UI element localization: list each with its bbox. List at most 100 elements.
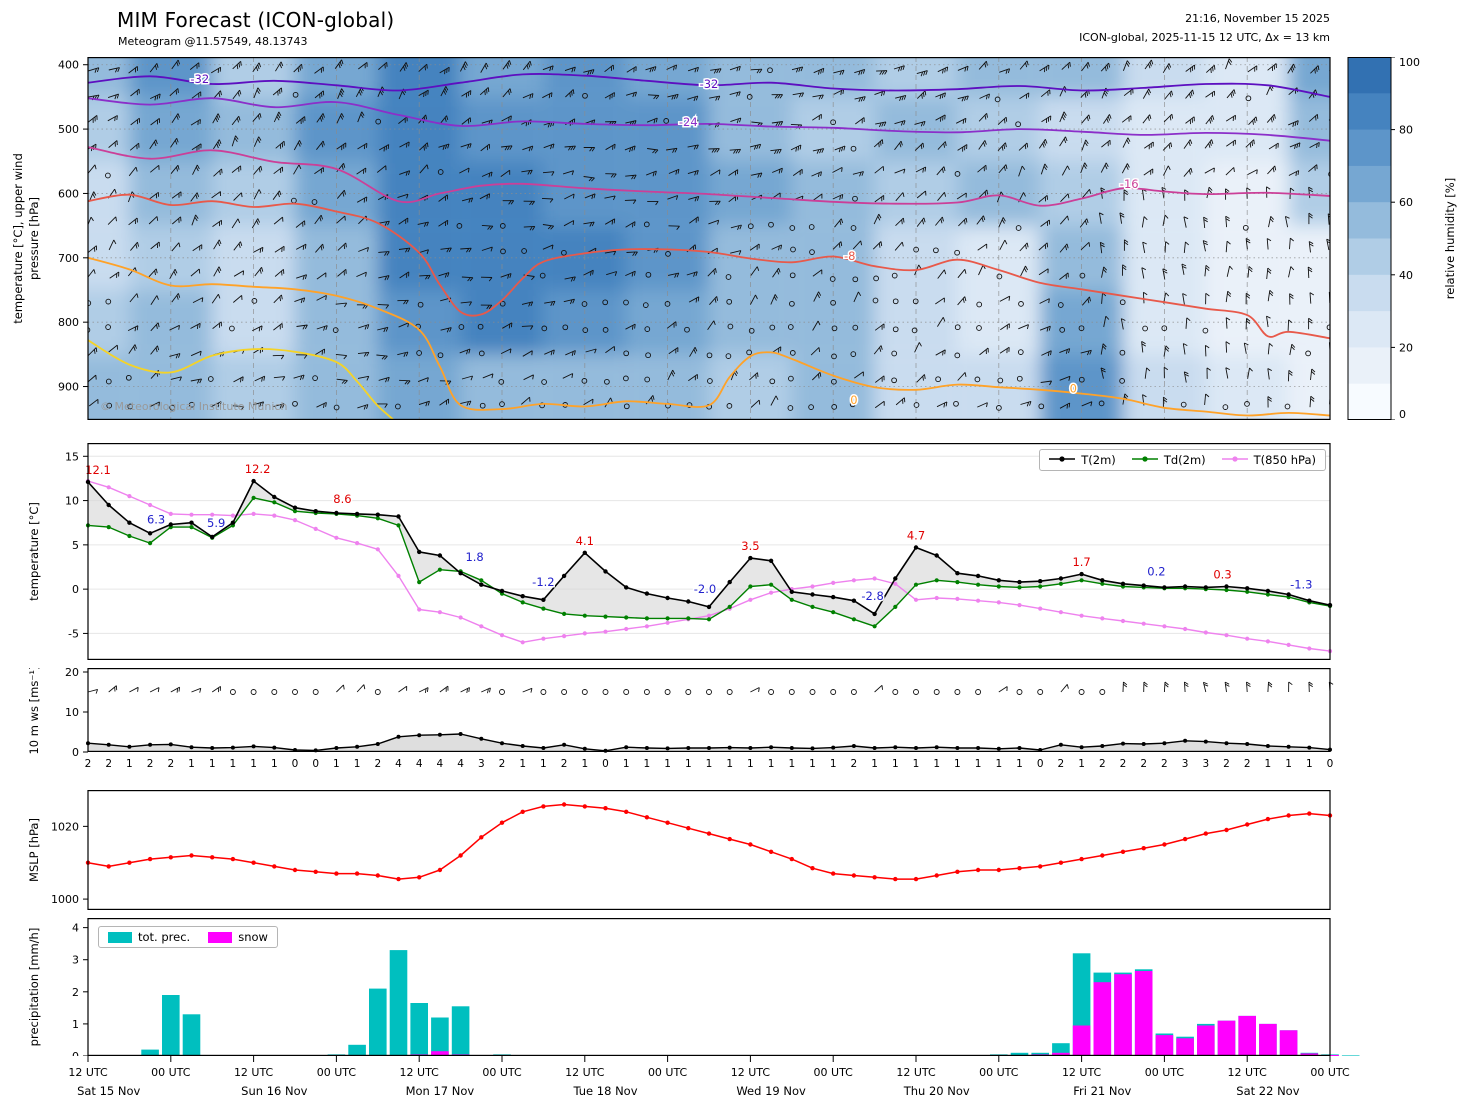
t850-line (85, 479, 1333, 654)
svg-text:1: 1 (830, 758, 837, 770)
watermark: © Meteorological Institute Munich (100, 400, 288, 413)
svg-text:Mon 17 Nov: Mon 17 Nov (406, 1084, 475, 1098)
svg-text:2: 2 (1244, 758, 1251, 770)
temperature-panel: 12.1 6.3 5.9 12.2 8.6 1.8 -1.2 4.1 -2.0 3.5 -2.8 4.… (27, 443, 1333, 660)
svg-text:1: 1 (519, 758, 526, 770)
svg-text:1: 1 (644, 758, 651, 770)
svg-text:2: 2 (1223, 758, 1230, 770)
svg-text:900: 900 (58, 381, 79, 394)
legend-item-totprec: tot. prec. (108, 930, 190, 944)
svg-text:MSLP [hPa]: MSLP [hPa] (27, 818, 41, 882)
svg-text:0: 0 (1399, 408, 1406, 420)
svg-text:Sun 16 Nov: Sun 16 Nov (241, 1084, 307, 1098)
svg-text:10: 10 (65, 495, 79, 508)
svg-text:1: 1 (871, 758, 878, 770)
svg-text:00 UTC: 00 UTC (648, 1066, 688, 1079)
svg-text:40: 40 (1399, 269, 1413, 282)
tot-prec-bar (348, 1044, 366, 1056)
svg-text:10 m ws [ms⁻¹]: 10 m ws [ms⁻¹] (27, 668, 41, 755)
svg-text:1: 1 (1016, 758, 1023, 770)
svg-text:relative humidity [%]: relative humidity [%] (1443, 178, 1457, 299)
svg-text:4.1: 4.1 (576, 534, 594, 548)
svg-text:60: 60 (1399, 196, 1413, 209)
svg-text:2: 2 (499, 758, 506, 770)
svg-text:1: 1 (126, 758, 133, 770)
svg-text:500: 500 (58, 123, 79, 136)
tot-prec-bar (389, 950, 408, 1056)
svg-text:1: 1 (581, 758, 588, 770)
mslp-line (85, 802, 1333, 882)
upper-wind-barbs (88, 58, 1330, 411)
svg-text:00 UTC: 00 UTC (1145, 1066, 1185, 1079)
svg-text:8.6: 8.6 (333, 492, 351, 506)
svg-text:0: 0 (312, 758, 319, 770)
svg-text:4: 4 (416, 758, 423, 770)
svg-text:1: 1 (1265, 758, 1272, 770)
svg-text:1: 1 (975, 758, 982, 770)
svg-text:12.2: 12.2 (245, 462, 271, 476)
svg-text:0: 0 (1037, 758, 1044, 770)
svg-text:2: 2 (85, 758, 92, 770)
svg-text:12 UTC: 12 UTC (68, 1066, 108, 1079)
svg-text:2: 2 (105, 758, 112, 770)
svg-text:Sat 15 Nov: Sat 15 Nov (77, 1084, 140, 1098)
svg-text:1: 1 (933, 758, 940, 770)
svg-text:10: 10 (65, 706, 79, 719)
svg-text:temperature [°C]: temperature [°C] (27, 502, 41, 601)
snow-swatch (208, 931, 233, 943)
svg-text:1: 1 (726, 758, 733, 770)
svg-text:0.2: 0.2 (1147, 564, 1165, 578)
t850-label: T(850 hPa) (1253, 453, 1316, 467)
svg-text:12 UTC: 12 UTC (400, 1066, 440, 1079)
svg-text:1: 1 (706, 758, 713, 770)
svg-text:-16: -16 (1120, 177, 1139, 191)
snow-bar (1197, 1025, 1215, 1056)
legend-item-snow: snow (208, 930, 268, 944)
snow-bar (1093, 982, 1112, 1056)
svg-text:3: 3 (1182, 758, 1189, 770)
svg-text:1: 1 (623, 758, 630, 770)
svg-text:1: 1 (747, 758, 754, 770)
svg-text:3.5: 3.5 (741, 539, 759, 553)
svg-text:Sat 22 Nov: Sat 22 Nov (1236, 1084, 1299, 1098)
svg-text:12 UTC: 12 UTC (1228, 1066, 1268, 1079)
svg-text:0: 0 (850, 393, 857, 407)
svg-text:-8: -8 (844, 249, 855, 263)
snow-bar (1155, 1035, 1174, 1056)
temperature-legend: T(2m) Td(2m) T(850 hPa) (1039, 449, 1326, 471)
meteogram-coordinates: Meteogram @11.57549, 48.13743 (118, 35, 308, 48)
time-axis-ticks: 12 UTC 00 UTC 12 UTC 00 UTC 12 UTC 00 UTC 12 U… (68, 1056, 1350, 1079)
tot-prec-bar (1010, 1052, 1029, 1056)
svg-text:1: 1 (333, 758, 340, 770)
upper-air-panel: -32 -32 -24 -16 -8 0 0 400 500 600 700 800 900 temper… (11, 57, 1331, 420)
svg-text:00 UTC: 00 UTC (814, 1066, 854, 1079)
svg-text:12 UTC: 12 UTC (234, 1066, 274, 1079)
svg-text:600: 600 (58, 187, 79, 200)
snow-bar (1279, 1030, 1298, 1056)
snow-bar (1300, 1053, 1319, 1056)
svg-text:1: 1 (1285, 758, 1292, 770)
svg-text:1: 1 (664, 758, 671, 770)
wind-speed-line (86, 732, 1332, 753)
svg-text:1: 1 (250, 758, 257, 770)
day-labels: Sat 15 Nov Sun 16 Nov Mon 17 Nov Tue 18 Nov… (77, 1084, 1300, 1098)
tot-prec-bar (431, 1017, 449, 1056)
td2m-label: Td(2m) (1163, 453, 1206, 467)
contour--16-2 (88, 146, 1330, 207)
contour-0-4 (88, 256, 1330, 417)
t2m-line-marker (1049, 453, 1076, 467)
svg-text:800: 800 (58, 316, 79, 329)
tot-prec-bar (451, 1006, 470, 1056)
humidity-colorbar: 100 80 60 40 20 0 relative humidity [%] (1347, 57, 1457, 420)
wind-speed-values: 2 2 1 2 2 1 1 1 1 1 0 0 1 1 2 4 4 4 4 3 2 1 1 2 1 0 1 1 1 1 1 1 1 1 1 1 1 2 1 1… (85, 758, 1334, 770)
svg-text:1: 1 (230, 758, 237, 770)
svg-text:4: 4 (437, 758, 444, 770)
tot-prec-bar (182, 1014, 201, 1056)
svg-text:1: 1 (72, 1018, 79, 1031)
surface-wind-barbs (87, 681, 1334, 695)
svg-text:2: 2 (1099, 758, 1106, 770)
legend-item-td2m: Td(2m) (1131, 453, 1206, 467)
svg-text:00 UTC: 00 UTC (317, 1066, 357, 1079)
tot-prec-bar (1341, 1055, 1360, 1056)
